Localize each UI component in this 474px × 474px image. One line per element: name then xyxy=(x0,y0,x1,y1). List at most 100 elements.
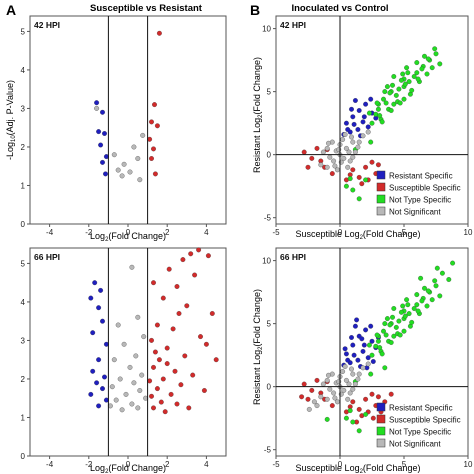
data-point xyxy=(350,114,356,120)
data-point xyxy=(356,371,362,377)
legend-label: Resistant Specific xyxy=(389,172,453,181)
data-point xyxy=(369,120,375,126)
timepoint-label: 42 HPI xyxy=(280,20,306,30)
data-point xyxy=(363,101,369,107)
data-point xyxy=(90,368,96,374)
data-point xyxy=(411,306,417,311)
data-point xyxy=(365,361,371,367)
data-point xyxy=(180,257,186,263)
data-point xyxy=(186,405,192,411)
legend-label: Not Significant xyxy=(389,208,441,217)
data-point xyxy=(363,396,369,402)
data-point xyxy=(355,144,361,150)
data-point xyxy=(363,327,369,333)
data-point xyxy=(111,357,117,363)
data-point xyxy=(377,345,383,351)
series-2 xyxy=(343,46,443,202)
data-point xyxy=(96,129,102,135)
data-point xyxy=(151,146,156,152)
data-point xyxy=(350,139,356,145)
y-tick-label: 5 xyxy=(21,259,26,268)
data-point xyxy=(324,164,330,170)
data-point xyxy=(152,349,158,355)
data-point xyxy=(340,137,346,142)
data-point xyxy=(345,357,351,363)
data-point xyxy=(100,386,105,392)
data-point xyxy=(176,311,182,316)
data-point xyxy=(422,285,427,291)
data-point xyxy=(324,377,330,383)
data-point xyxy=(425,56,431,62)
data-point xyxy=(115,322,121,328)
y-tick-label: 10 xyxy=(262,257,271,266)
data-point xyxy=(368,323,374,329)
data-point xyxy=(396,318,402,324)
data-point xyxy=(383,100,389,106)
data-point xyxy=(327,386,333,392)
data-point xyxy=(113,397,119,403)
data-point xyxy=(350,399,356,405)
legend-label: Not Significant xyxy=(389,440,441,449)
data-point xyxy=(160,376,166,382)
series-2 xyxy=(94,105,146,183)
data-point xyxy=(158,399,164,405)
data-point xyxy=(96,403,102,409)
data-point xyxy=(103,171,108,177)
panel-b-ylabel-bottom: Resistant Log2(Fold Change) xyxy=(252,289,264,405)
data-point xyxy=(352,323,358,329)
x-tick-label: 10 xyxy=(464,228,473,237)
data-point xyxy=(203,341,209,347)
data-point xyxy=(446,277,452,282)
data-point xyxy=(419,298,425,304)
series-3 xyxy=(306,361,371,412)
data-point xyxy=(351,352,357,358)
series-0 xyxy=(88,280,109,409)
data-point xyxy=(393,92,399,98)
data-point xyxy=(196,247,202,253)
data-point xyxy=(391,306,397,311)
x-tick-label: -5 xyxy=(272,460,280,469)
y-tick-label: 5 xyxy=(267,320,272,329)
data-point xyxy=(349,106,354,112)
legend-label: Susceptible Specific xyxy=(389,416,461,425)
x-tick-label: -4 xyxy=(46,460,54,469)
data-point xyxy=(390,314,395,320)
data-point xyxy=(149,337,154,343)
data-point xyxy=(201,388,207,393)
data-point xyxy=(350,154,356,160)
data-point xyxy=(342,364,348,369)
x-tick-label: 2 xyxy=(165,460,170,469)
y-tick-label: 3 xyxy=(21,104,26,113)
x-tick-label: 0 xyxy=(338,460,343,469)
data-point xyxy=(351,121,357,127)
data-point xyxy=(406,311,412,317)
x-tick-label: 4 xyxy=(204,228,209,237)
data-point xyxy=(299,394,305,400)
x-tick-label: -4 xyxy=(46,228,54,237)
data-point xyxy=(139,372,145,378)
data-point xyxy=(398,77,404,83)
y-tick-label: 4 xyxy=(21,298,26,307)
data-point xyxy=(375,394,381,400)
legend-label: Resistant Specific xyxy=(389,404,453,413)
data-point xyxy=(349,366,354,372)
data-point xyxy=(160,295,166,301)
data-point xyxy=(379,351,385,357)
y-tick-label: 0 xyxy=(21,220,26,229)
data-point xyxy=(349,335,354,340)
data-point xyxy=(306,406,312,412)
legend: Resistant Specific Susceptible Specific No… xyxy=(376,402,461,449)
data-point xyxy=(405,70,411,76)
data-point xyxy=(347,408,353,414)
y-tick-label: 1 xyxy=(21,413,26,422)
panel-a-header: Susceptible vs Resistant xyxy=(90,3,203,14)
plot-frame xyxy=(275,15,469,225)
data-point xyxy=(432,278,438,284)
data-point xyxy=(314,145,320,151)
data-point xyxy=(119,173,125,179)
data-point xyxy=(381,328,386,334)
data-point xyxy=(213,357,219,363)
data-point xyxy=(375,162,381,168)
data-point xyxy=(406,79,412,85)
plot-frame xyxy=(29,247,227,457)
